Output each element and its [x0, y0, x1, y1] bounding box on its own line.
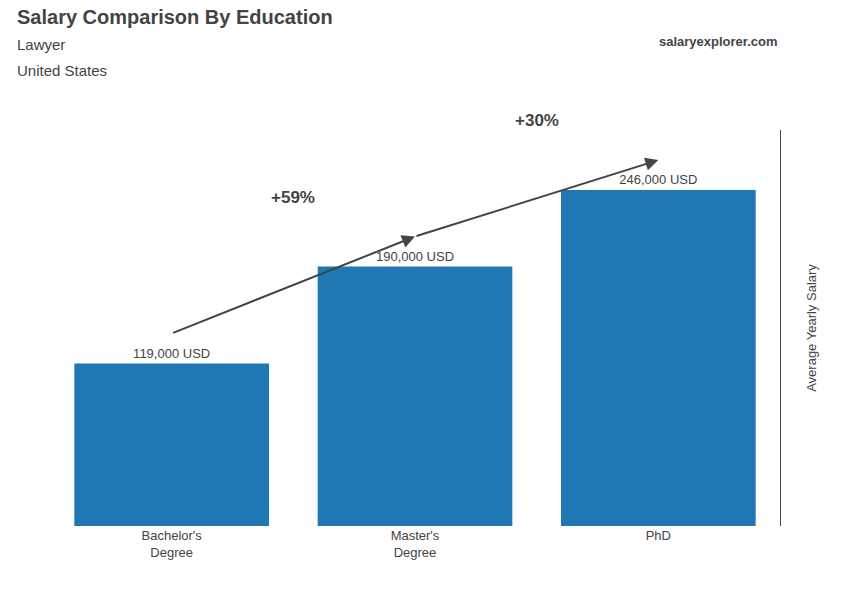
svg-text:190,000 USD: 190,000 USD: [376, 249, 454, 264]
svg-text:Average Yearly Salary: Average Yearly Salary: [804, 264, 819, 392]
svg-text:+59%: +59%: [271, 188, 315, 207]
svg-text:Salary Comparison By Education: Salary Comparison By EducationLawyerUnit…: [17, 6, 333, 79]
svg-text:119,000 USD: 119,000 USD: [133, 346, 210, 361]
svg-text:+30%: +30%: [515, 111, 559, 130]
svg-text:salaryexplorer.com: salaryexplorer.com: [659, 34, 778, 49]
svg-text:PhD: PhD: [646, 528, 671, 543]
svg-text:246,000 USD: 246,000 USD: [619, 172, 697, 187]
svg-text:Bachelor'sDegree: Bachelor'sDegree: [142, 528, 203, 560]
svg-text:Master'sDegree: Master'sDegree: [391, 528, 440, 560]
